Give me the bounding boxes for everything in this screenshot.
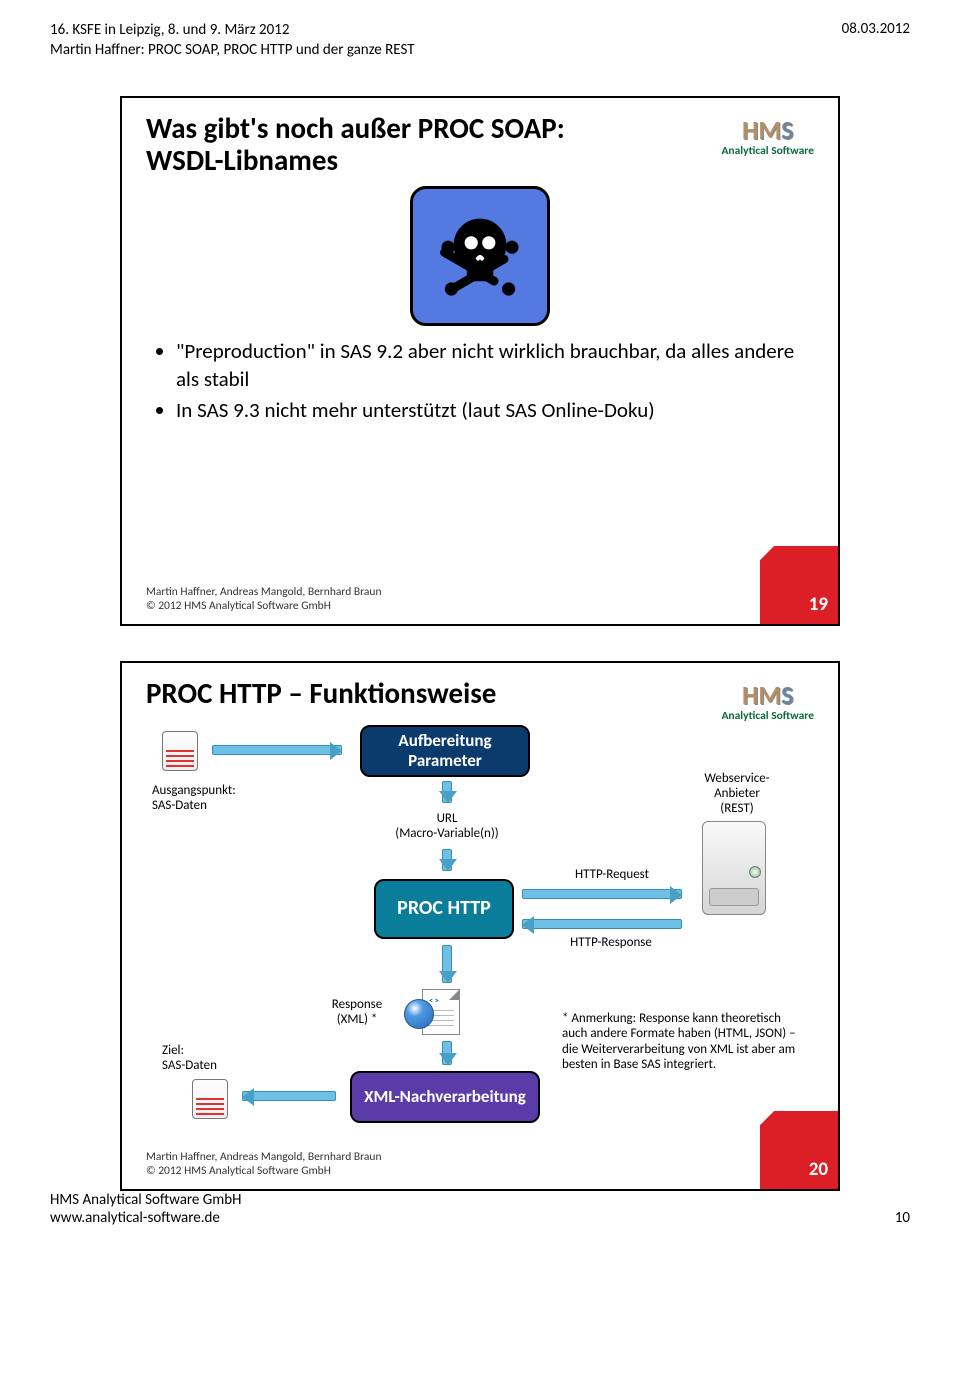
box-xml-nachverarbeitung: XML-Nachverarbeitung <box>350 1071 540 1123</box>
arrow-to-proc <box>442 849 452 871</box>
header-left: 16. KSFE in Leipzig, 8. und 9. März 2012… <box>50 20 910 61</box>
logo-sub: Analytical Software <box>721 144 814 158</box>
slide2-footer-l2: © 2012 HMS Analytical Software GmbH <box>146 1164 382 1178</box>
slide1-title: Was gibt's noch außer PROC SOAP: WSDL-Li… <box>146 112 814 177</box>
label-url: URL (Macro-Variable(n)) <box>372 811 522 841</box>
logo2-M: M <box>758 679 781 711</box>
arrow-url-down <box>442 781 452 803</box>
label-response: HTTP-Response <box>546 935 676 950</box>
sas-data-icon-2 <box>192 1079 228 1119</box>
header-line2: Martin Haffner: PROC SOAP, PROC HTTP und… <box>50 40 910 60</box>
note-anmerkung: * Anmerkung: Response kann theoretisch a… <box>562 1011 802 1073</box>
globe-icon <box>404 999 434 1029</box>
header-date: 08.03.2012 <box>842 20 910 38</box>
logo2-S: S <box>781 679 793 711</box>
label-ziel: Ziel: SAS-Daten <box>162 1043 262 1073</box>
logo-M: M <box>758 114 781 146</box>
box-aufb-label: Aufbereitung Parameter <box>362 731 528 770</box>
arrow-response <box>522 919 682 929</box>
logo-H: H <box>742 114 758 146</box>
arrow-request <box>522 889 682 899</box>
slide-1: Was gibt's noch außer PROC SOAP: WSDL-Li… <box>120 96 840 626</box>
label-request: HTTP-Request <box>552 867 672 882</box>
label-webservice: Webservice- Anbieter (REST) <box>682 771 792 816</box>
lbl-url-l2: (Macro-Variable(n)) <box>395 826 499 841</box>
slide2-page: 20 <box>809 1158 828 1181</box>
server-icon <box>702 821 766 915</box>
lbl-ausg: Ausgangspunkt: <box>152 783 236 798</box>
arrow-to-ziel <box>242 1091 336 1101</box>
page: 16. KSFE in Leipzig, 8. und 9. März 2012… <box>0 0 960 1251</box>
slide-2: PROC HTTP – Funktionsweise H M S Analyti… <box>120 661 840 1191</box>
logo2-H: H <box>742 679 758 711</box>
logo-S: S <box>781 114 793 146</box>
label-response-xml: Response (XML) * <box>312 997 402 1027</box>
logo: H M S Analytical Software <box>721 114 814 158</box>
ftr-l1: HMS Analytical Software GmbH <box>50 1191 241 1209</box>
arrow-proc-down <box>442 945 452 983</box>
label-ausgangspunkt: Ausgangspunkt: SAS-Daten <box>152 783 272 813</box>
slide1-bullet-2: In SAS 9.3 nicht mehr unterstützt (laut … <box>176 397 814 424</box>
box-aufbereitung: Aufbereitung Parameter <box>360 725 530 777</box>
slide2-corner: 20 <box>760 1111 838 1189</box>
arrow-input <box>212 745 342 755</box>
lbl-sas2: SAS-Daten <box>162 1058 217 1073</box>
logo2-sub: Analytical Software <box>721 709 814 723</box>
logo-letters: H M S <box>721 114 814 146</box>
slide1-title-l2: WSDL-Libnames <box>146 142 338 178</box>
slide1-bullet-1: "Preproduction" in SAS 9.2 aber nicht wi… <box>176 338 814 393</box>
box-proc-http: PROC HTTP <box>374 879 514 939</box>
logo-2: H M S Analytical Software <box>721 679 814 723</box>
slide2-title: PROC HTTP – Funktionsweise <box>146 677 814 709</box>
slide2-footer-l1: Martin Haffner, Andreas Mangold, Bernhar… <box>146 1150 382 1164</box>
header-line1: 16. KSFE in Leipzig, 8. und 9. März 2012 <box>50 20 910 40</box>
page-footer-right: 10 <box>895 1209 910 1227</box>
lbl-web-l2: Anbieter <box>714 786 760 801</box>
slide1-corner: 19 <box>760 546 838 624</box>
sas-data-icon-1 <box>162 731 198 771</box>
slide1-footer: Martin Haffner, Andreas Mangold, Bernhar… <box>146 585 382 614</box>
slide1-footer-l1: Martin Haffner, Andreas Mangold, Bernhar… <box>146 585 382 599</box>
lbl-ziel: Ziel: <box>162 1043 184 1058</box>
lbl-respx-l1: Response <box>332 997 382 1012</box>
box-proc-label: PROC HTTP <box>376 897 512 920</box>
lbl-web-l3: (REST) <box>720 801 753 816</box>
logo2-letters: H M S <box>721 679 814 711</box>
skull-icon <box>410 186 550 326</box>
slide1-title-l1: Was gibt's noch außer PROC SOAP: <box>146 110 565 146</box>
arrow-to-xmlproc <box>442 1041 452 1065</box>
lbl-web-l1: Webservice- <box>704 771 769 786</box>
lbl-sas1: SAS-Daten <box>152 798 207 813</box>
box-xml-label: XML-Nachverarbeitung <box>352 1087 538 1107</box>
ftr-l2: www.analytical-software.de <box>50 1209 241 1227</box>
slide1-footer-l2: © 2012 HMS Analytical Software GmbH <box>146 599 382 613</box>
lbl-url-l1: URL <box>437 811 458 826</box>
page-footer-left: HMS Analytical Software GmbH www.analyti… <box>50 1191 241 1227</box>
lbl-respx-l2: (XML) * <box>337 1012 378 1027</box>
slide1-page: 19 <box>809 593 828 616</box>
slide2-footer: Martin Haffner, Andreas Mangold, Bernhar… <box>146 1150 382 1179</box>
slide1-bullets: "Preproduction" in SAS 9.2 aber nicht wi… <box>176 338 814 424</box>
